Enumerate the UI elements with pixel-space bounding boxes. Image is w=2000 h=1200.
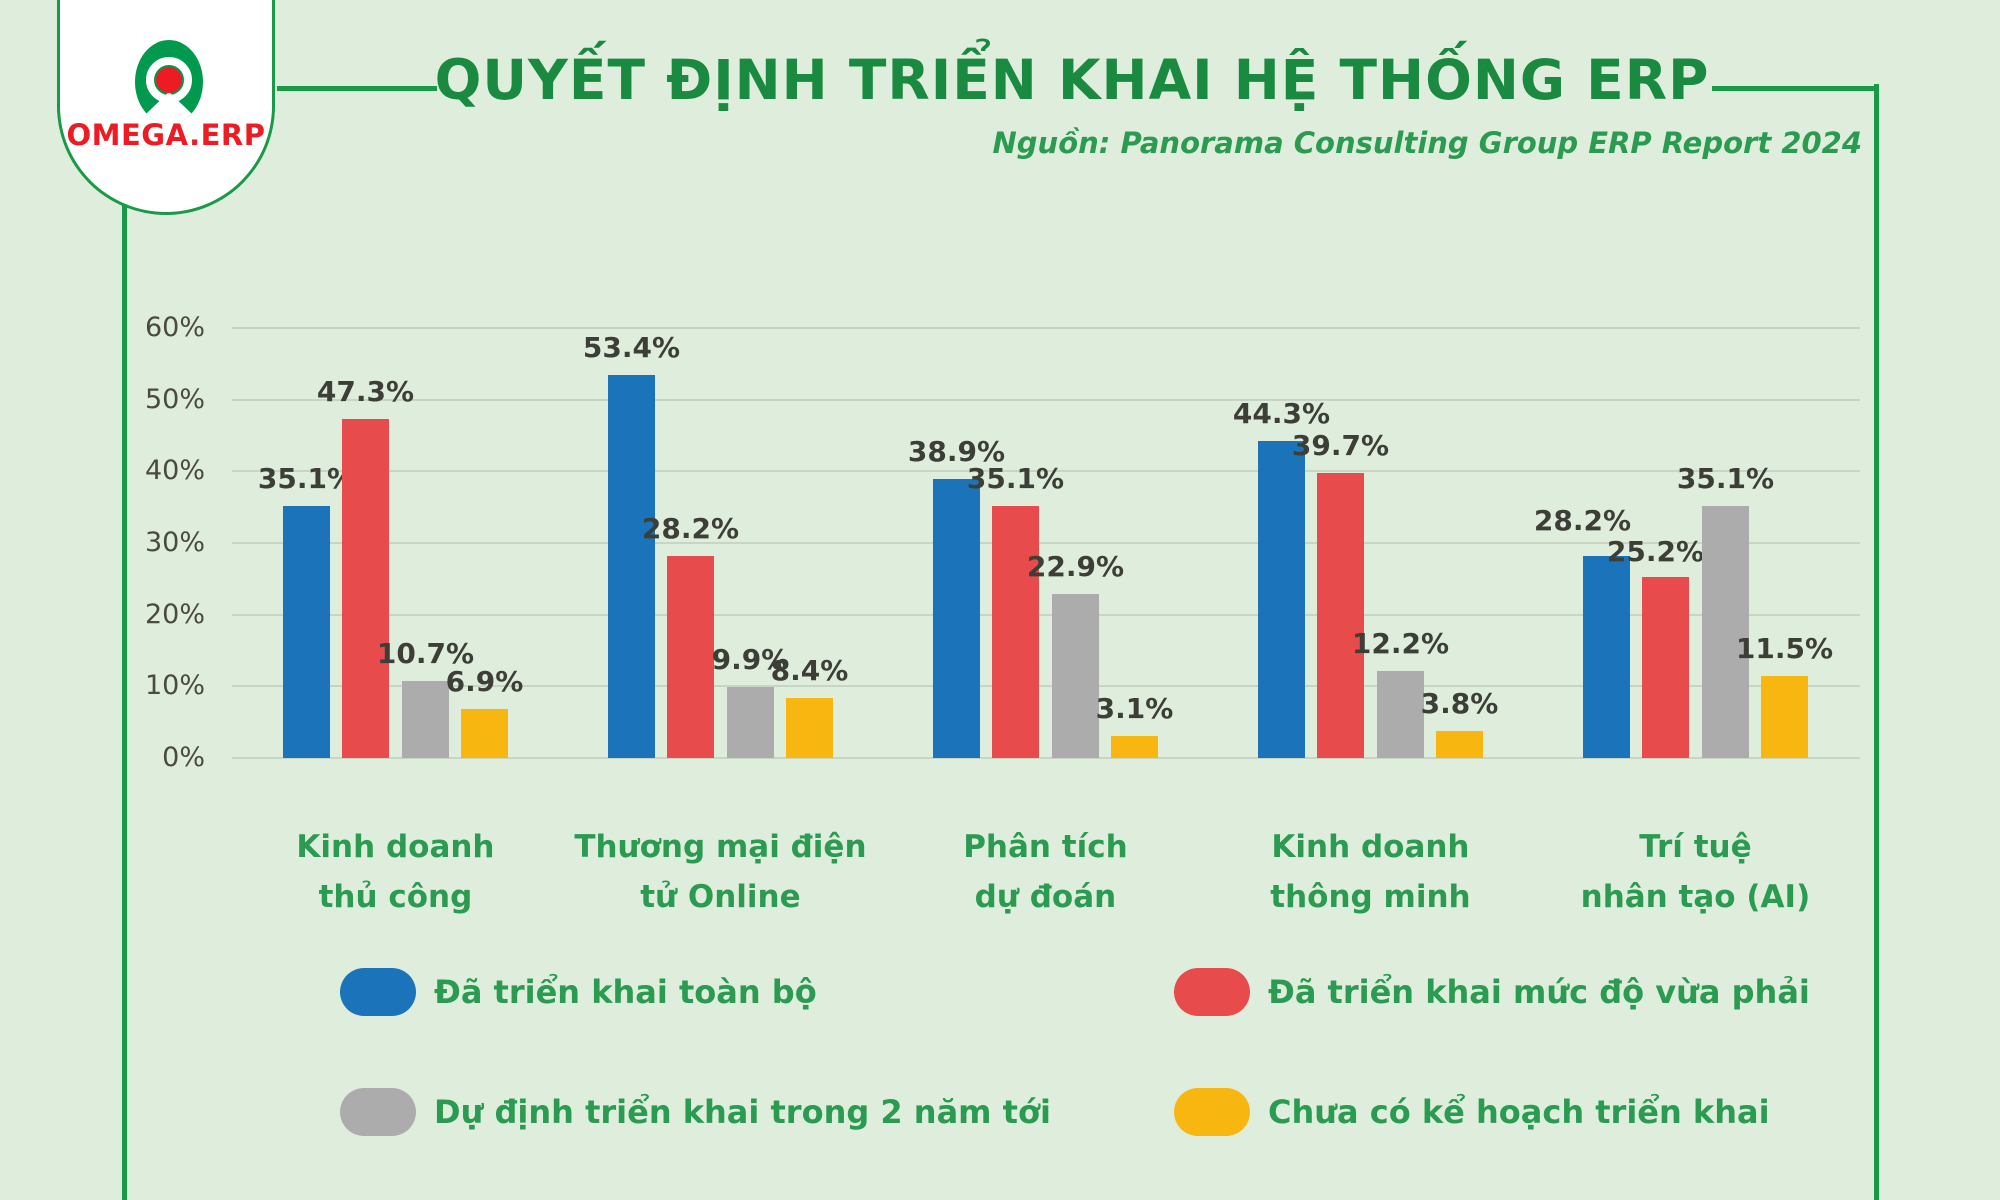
bar-g1-s4 bbox=[461, 709, 508, 758]
bar-value-g1-s1: 35.1% bbox=[257, 462, 356, 495]
bar-g3-s1 bbox=[933, 479, 980, 758]
bar-g5-s4 bbox=[1761, 676, 1808, 758]
y-tick-40: 40% bbox=[144, 455, 205, 487]
bar-g1-s1 bbox=[283, 506, 330, 758]
title-connector-left bbox=[277, 86, 437, 91]
gridline-40 bbox=[232, 470, 1860, 473]
bar-value-g1-s4: 6.9% bbox=[445, 665, 524, 698]
category-label-line: Thương mại điện bbox=[574, 829, 867, 865]
legend-chip-red bbox=[1174, 968, 1250, 1016]
bar-value-g2-s3: 9.9% bbox=[711, 643, 790, 676]
brand-badge: OMEGA.ERP bbox=[57, 0, 275, 215]
legend-chip-yellow bbox=[1174, 1088, 1250, 1136]
legend-label: Chưa có kể hoạch triển khai bbox=[1268, 1093, 1770, 1131]
legend-chip-blue bbox=[340, 968, 416, 1016]
bar-value-g5-s4: 11.5% bbox=[1735, 632, 1834, 665]
bar-g3-s4 bbox=[1111, 736, 1158, 758]
bar-value-g1-s2: 47.3% bbox=[316, 375, 415, 408]
bar-g5-s2 bbox=[1642, 577, 1689, 758]
legend-item-plan-2-years: Dự định triển khai trong 2 năm tới bbox=[340, 1088, 1051, 1136]
bar-value-g2-s1: 53.4% bbox=[582, 331, 681, 364]
bar-value-g2-s2: 28.2% bbox=[641, 512, 740, 545]
legend-chip-gray bbox=[340, 1088, 416, 1136]
gridline-20 bbox=[232, 613, 1860, 616]
omega-logo-icon bbox=[135, 40, 203, 124]
legend-label: Đã triển khai mức độ vừa phải bbox=[1268, 973, 1810, 1011]
legend-item-moderate-deploy: Đã triển khai mức độ vừa phải bbox=[1174, 968, 1810, 1016]
gridline-50 bbox=[232, 398, 1860, 401]
category-label-1: Kinh doanh thủ công bbox=[215, 822, 575, 922]
bar-value-g4-s1: 44.3% bbox=[1232, 397, 1331, 430]
bar-g2-s3 bbox=[727, 687, 774, 758]
y-tick-0: 0% bbox=[162, 742, 205, 773]
category-label-2: Thương mại điện tử Online bbox=[540, 822, 900, 922]
category-label-line: thủ công bbox=[318, 879, 473, 915]
bar-value-g2-s4: 8.4% bbox=[770, 654, 849, 687]
y-tick-10: 10% bbox=[144, 670, 205, 702]
bar-value-g4-s2: 39.7% bbox=[1291, 429, 1390, 462]
category-label-line: Kinh doanh bbox=[1271, 829, 1470, 865]
category-label-line: Phân tích bbox=[963, 829, 1128, 865]
category-label-4: Kinh doanh thông minh bbox=[1190, 822, 1550, 922]
category-label-line: Kinh doanh bbox=[296, 829, 495, 865]
bar-value-g3-s4: 3.1% bbox=[1095, 692, 1174, 725]
gridline-0 bbox=[232, 757, 1860, 759]
category-label-line: nhân tạo (AI) bbox=[1580, 879, 1811, 915]
bar-value-g3-s3: 22.9% bbox=[1026, 550, 1125, 583]
category-label-line: Trí tuệ bbox=[1639, 829, 1752, 865]
y-tick-50: 50% bbox=[144, 383, 205, 415]
bar-value-g5-s1: 28.2% bbox=[1533, 504, 1632, 537]
bar-g2-s2 bbox=[667, 556, 714, 758]
category-label-5: Trí tuệ nhân tạo (AI) bbox=[1515, 822, 1875, 922]
legend-label: Đã triển khai toàn bộ bbox=[434, 973, 817, 1011]
frame-left-line bbox=[122, 205, 127, 1200]
brand-logo-text: OMEGA.ERP bbox=[66, 118, 266, 152]
bar-g4-s3 bbox=[1377, 671, 1424, 758]
bar-value-g4-s4: 3.8% bbox=[1420, 687, 1499, 720]
gridline-60 bbox=[232, 326, 1860, 329]
bar-g4-s2 bbox=[1317, 473, 1364, 758]
bar-g1-s3 bbox=[402, 681, 449, 758]
source-note: Nguồn: Panorama Consulting Group ERP Rep… bbox=[992, 126, 1862, 160]
bar-g5-s3 bbox=[1702, 506, 1749, 758]
bar-value-g5-s3: 35.1% bbox=[1676, 462, 1775, 495]
frame-right-line bbox=[1874, 84, 1879, 1200]
bar-g2-s4 bbox=[786, 698, 833, 758]
category-label-3: Phân tích dự đoán bbox=[865, 822, 1225, 922]
bar-g1-s2 bbox=[342, 419, 389, 758]
bar-g4-s1 bbox=[1258, 441, 1305, 758]
bar-g5-s1 bbox=[1583, 556, 1630, 758]
bar-value-g5-s2: 25.2% bbox=[1606, 535, 1705, 568]
legend-item-no-plan: Chưa có kể hoạch triển khai bbox=[1174, 1088, 1770, 1136]
bar-value-g3-s2: 35.1% bbox=[966, 462, 1065, 495]
bar-g3-s2 bbox=[992, 506, 1039, 758]
bar-value-g1-s3: 10.7% bbox=[376, 637, 475, 670]
y-tick-20: 20% bbox=[144, 598, 205, 630]
bar-g4-s4 bbox=[1436, 731, 1483, 758]
y-tick-30: 30% bbox=[144, 526, 205, 558]
category-label-line: thông minh bbox=[1270, 879, 1471, 915]
category-label-line: tử Online bbox=[640, 879, 801, 915]
page-title: QUYẾT ĐỊNH TRIỂN KHAI HỆ THỐNG ERP bbox=[434, 48, 1710, 112]
category-label-line: dự đoán bbox=[974, 879, 1117, 915]
bar-g2-s1 bbox=[608, 375, 655, 758]
y-tick-60: 60% bbox=[144, 311, 205, 343]
legend-item-full-deploy: Đã triển khai toàn bộ bbox=[340, 968, 817, 1016]
bar-value-g3-s1: 38.9% bbox=[907, 435, 1006, 468]
title-connector-right bbox=[1712, 86, 1879, 91]
bar-value-g4-s3: 12.2% bbox=[1351, 627, 1450, 660]
gridline-30 bbox=[232, 541, 1860, 544]
bar-g3-s3 bbox=[1052, 594, 1099, 758]
legend-label: Dự định triển khai trong 2 năm tới bbox=[434, 1093, 1051, 1131]
gridline-10 bbox=[232, 685, 1860, 688]
